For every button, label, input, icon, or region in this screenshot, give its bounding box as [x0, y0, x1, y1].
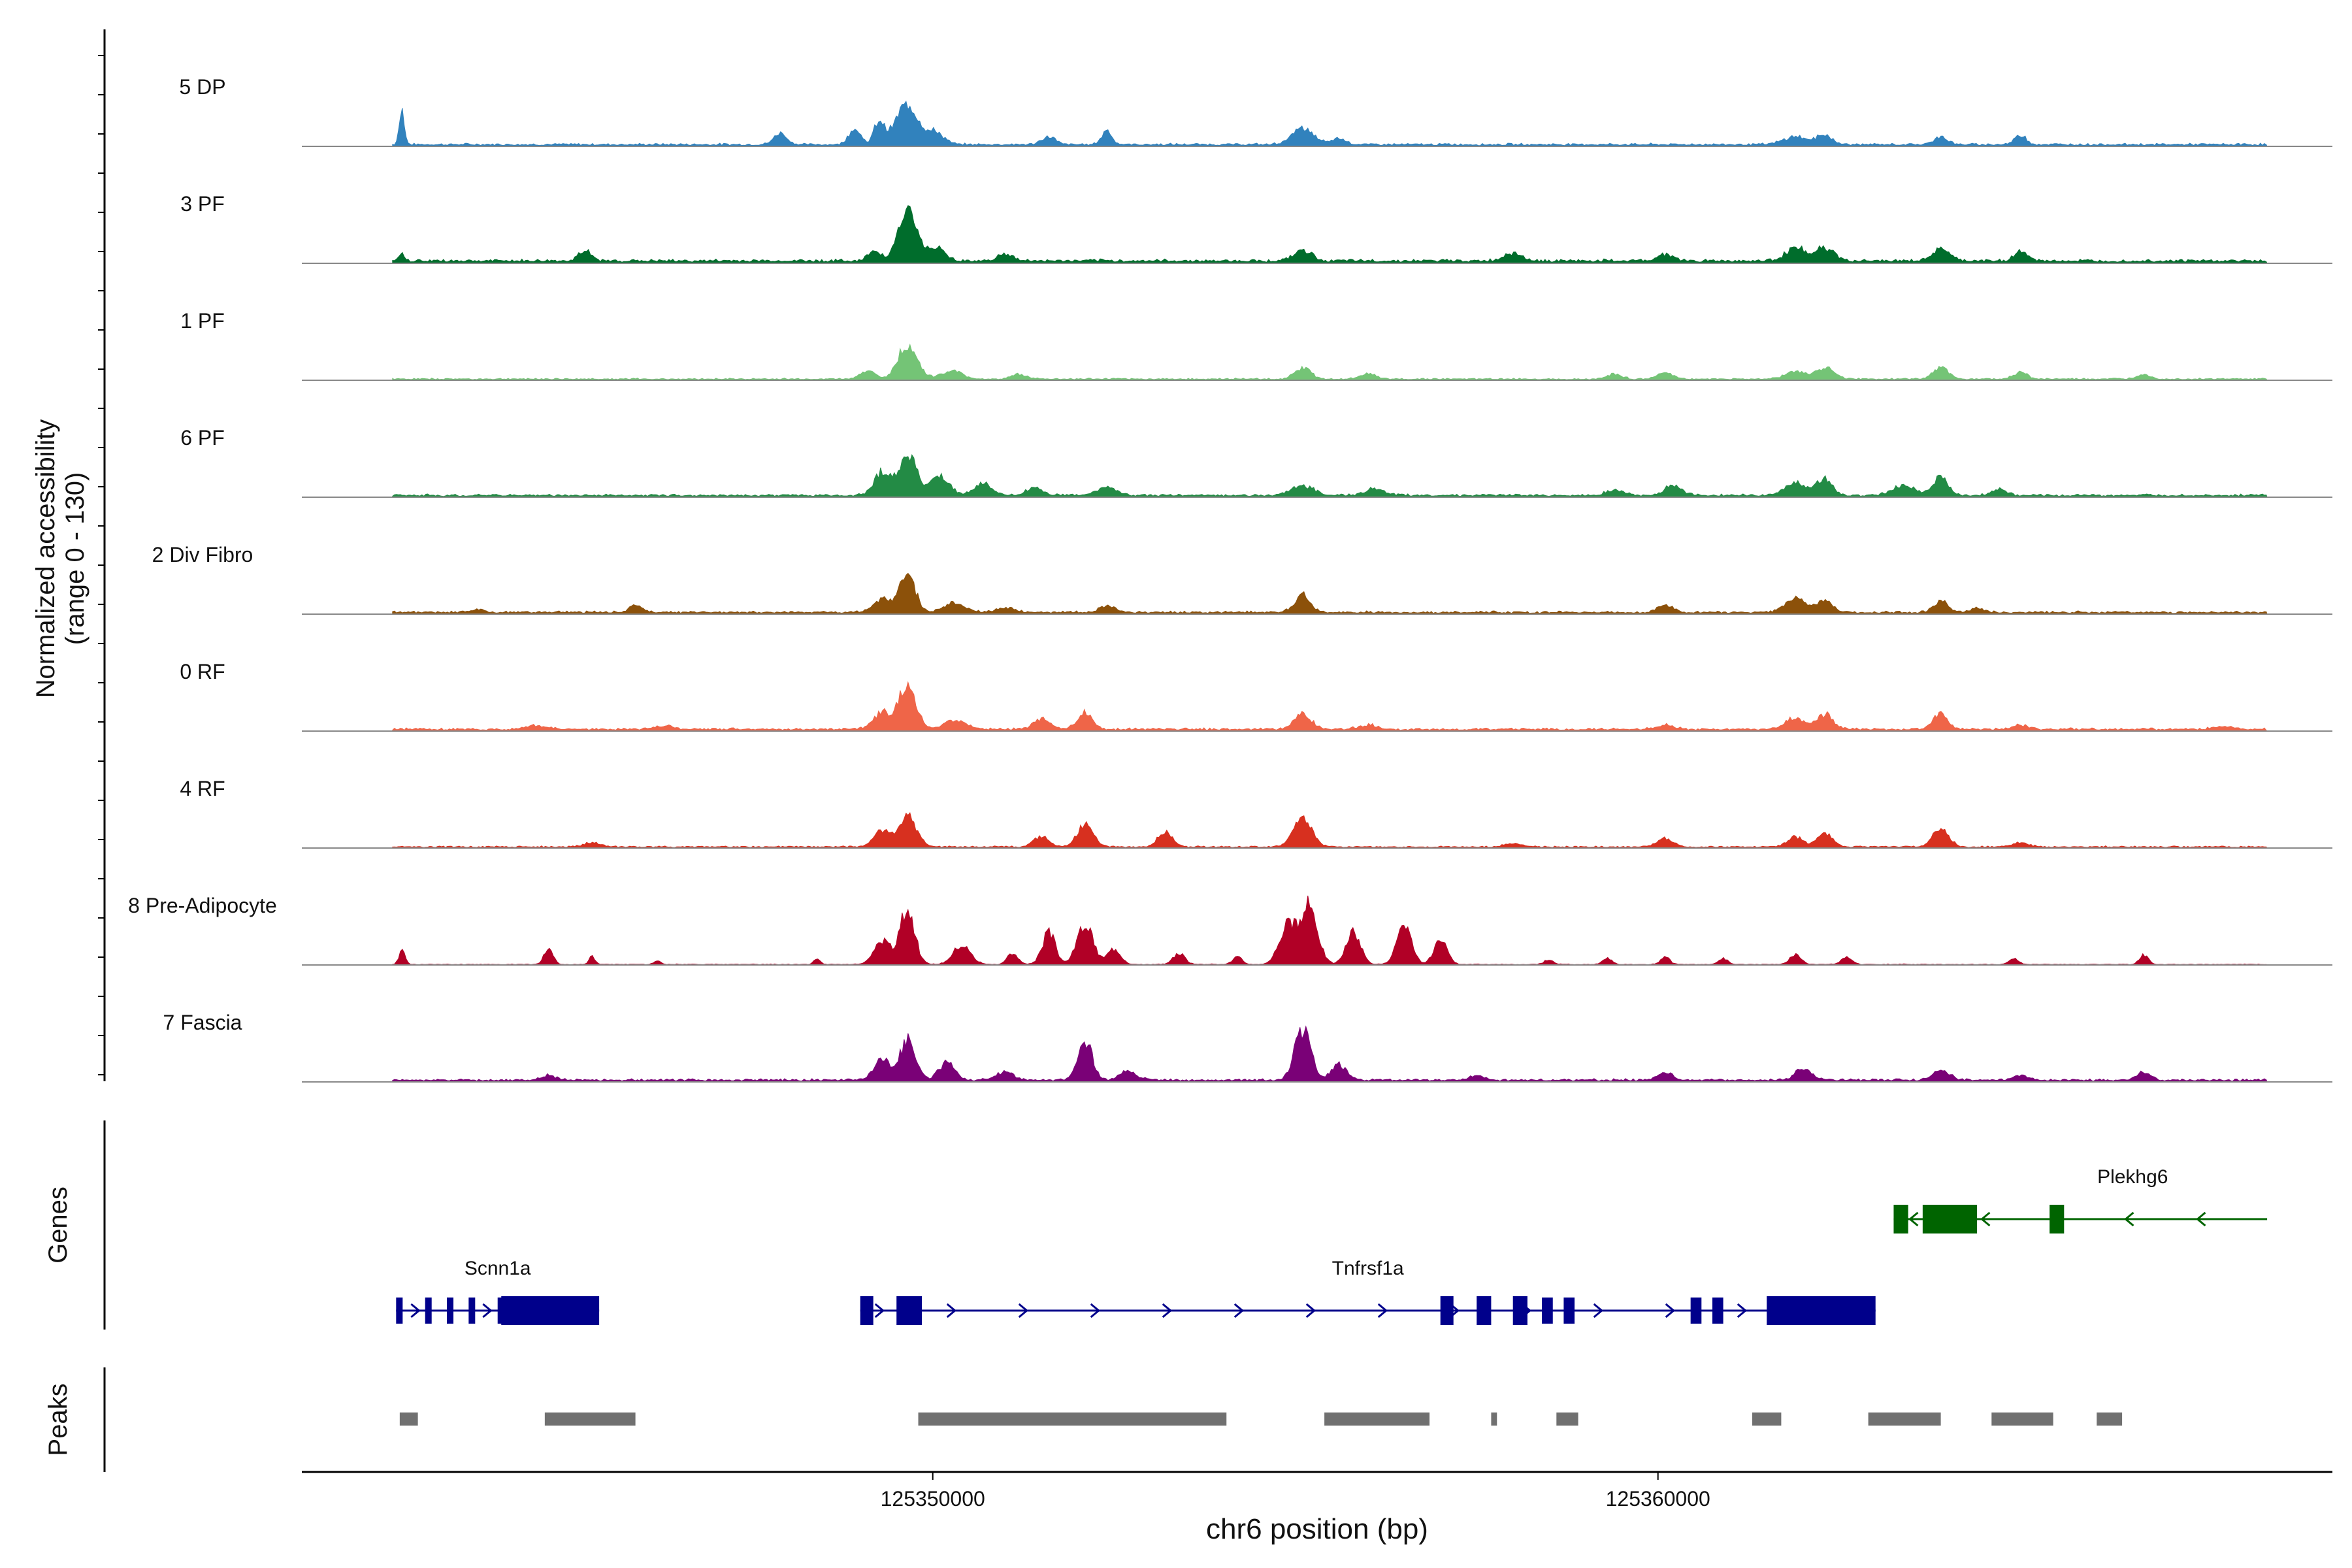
peak-region [1491, 1413, 1497, 1426]
strand-arrow [1377, 1303, 1388, 1318]
track-label: 5 DP [179, 75, 225, 99]
peak-regions-panel [399, 1413, 2123, 1426]
strand-arrow [1593, 1303, 1604, 1318]
peak-region [918, 1413, 1227, 1426]
strand-arrow [1233, 1303, 1245, 1318]
gene-exon [1712, 1298, 1723, 1324]
track-coverage-area [392, 572, 2268, 615]
strand-arrow [1980, 1211, 1991, 1227]
peak-region [2097, 1413, 2123, 1426]
track-4: 6 PF [180, 426, 2332, 498]
gene-exon [860, 1296, 874, 1325]
coverage-tracks: 5 DP 3 PF 1 PF 6 PF 2 Div Fibro 0 RF 4 RF 8 Pre… [128, 75, 2332, 1083]
gene-exon [497, 1298, 504, 1324]
peak-region [1752, 1413, 1782, 1426]
track-label: 4 RF [180, 777, 225, 800]
strand-arrow [874, 1303, 885, 1318]
track-1: 5 DP [179, 75, 2332, 147]
strand-arrow [1737, 1303, 1748, 1318]
track-coverage-area [392, 454, 2268, 498]
peak-region [1991, 1413, 2053, 1426]
gene-label: Scnn1a [465, 1258, 531, 1279]
track-9: 7 Fascia [163, 1011, 2332, 1083]
track-label: 8 Pre-Adipocyte [128, 894, 277, 917]
track-label: 2 Div Fibro [152, 543, 253, 566]
track-6: 0 RF [180, 660, 2332, 732]
y-axis-label-line2: (range 0 - 130) [61, 472, 90, 645]
track-label: 7 Fascia [163, 1011, 242, 1034]
track-coverage-area [392, 100, 2268, 147]
gene-exon [501, 1296, 600, 1325]
gene-annotation-panel: Scnn1a Tnfrsf1a Plekhg6 [396, 1166, 2268, 1325]
peak-region [1556, 1413, 1578, 1426]
strand-arrow [1305, 1303, 1316, 1318]
coverage-axis-ticks [98, 55, 105, 1075]
strand-arrow [410, 1303, 421, 1318]
track-5: 2 Div Fibro [152, 543, 2332, 615]
strand-arrow [1090, 1303, 1101, 1318]
gene-label: Plekhg6 [2097, 1166, 2168, 1188]
strand-arrow [1018, 1303, 1029, 1318]
gene-plekhg6: Plekhg6 [1893, 1166, 2268, 1233]
gene-scnn1a: Scnn1a [396, 1258, 600, 1325]
track-coverage-area [392, 1025, 2268, 1083]
x-axis-ticks: 125350000 125360000 [881, 1472, 1710, 1511]
gene-exon [1477, 1296, 1492, 1325]
peak-region [1324, 1413, 1430, 1426]
gene-exon [1512, 1296, 1527, 1325]
track-coverage-area [392, 895, 2268, 966]
track-3: 1 PF [180, 309, 2332, 381]
track-coverage-area [392, 681, 2268, 732]
x-tick-label: 125350000 [881, 1487, 985, 1511]
y-axis-label-line1: Normalized accessibility [31, 419, 60, 698]
strand-arrow [1908, 1211, 1919, 1227]
track-coverage-area [392, 812, 2268, 849]
strand-arrow [482, 1303, 493, 1318]
track-coverage-area [392, 343, 2268, 381]
peak-region [1868, 1413, 1941, 1426]
gene-exon [1440, 1296, 1454, 1325]
track-2: 3 PF [180, 192, 2332, 264]
track-coverage-area [392, 205, 2268, 264]
strand-arrow [946, 1303, 957, 1318]
gene-exon [447, 1298, 453, 1324]
gene-exon [1542, 1298, 1553, 1324]
gene-exon [1563, 1298, 1575, 1324]
genes-panel-label: Genes [44, 1186, 73, 1264]
track-label: 3 PF [180, 192, 225, 216]
gene-exon [1922, 1205, 1978, 1233]
gene-exon [425, 1298, 432, 1324]
x-axis-label: chr6 position (bp) [1206, 1513, 1428, 1545]
gene-exon [2050, 1205, 2065, 1233]
gene-exon [1767, 1296, 1876, 1325]
gene-exon [468, 1298, 476, 1324]
strand-arrow [1162, 1303, 1173, 1318]
peak-region [544, 1413, 636, 1426]
x-tick-label: 125360000 [1606, 1487, 1710, 1511]
strand-arrow [2196, 1211, 2206, 1227]
gene-tnfrsf1a: Tnfrsf1a [860, 1258, 1876, 1325]
track-label: 6 PF [180, 426, 225, 449]
track-7: 4 RF [180, 777, 2332, 849]
gene-exon [896, 1296, 923, 1325]
track-8: 8 Pre-Adipocyte [128, 894, 2332, 966]
gene-exon [1893, 1205, 1908, 1233]
peak-region [399, 1413, 418, 1426]
gene-exon [1690, 1298, 1702, 1324]
gene-label: Tnfrsf1a [1332, 1258, 1404, 1279]
strand-arrow [1665, 1303, 1676, 1318]
gene-exon [396, 1298, 403, 1324]
peaks-panel-label: Peaks [44, 1383, 73, 1456]
track-label: 1 PF [180, 309, 225, 333]
track-label: 0 RF [180, 660, 225, 683]
strand-arrow [2124, 1211, 2134, 1227]
